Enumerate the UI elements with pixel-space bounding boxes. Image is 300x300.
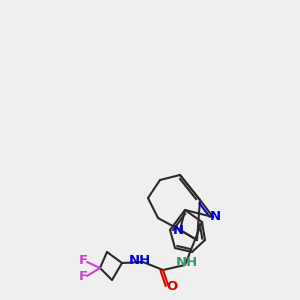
Text: NH: NH (176, 256, 198, 269)
Text: F: F (78, 254, 88, 268)
Text: NH: NH (129, 254, 151, 268)
Text: N: N (209, 209, 220, 223)
Text: O: O (167, 280, 178, 293)
Text: N: N (172, 224, 184, 238)
Text: F: F (78, 271, 88, 284)
